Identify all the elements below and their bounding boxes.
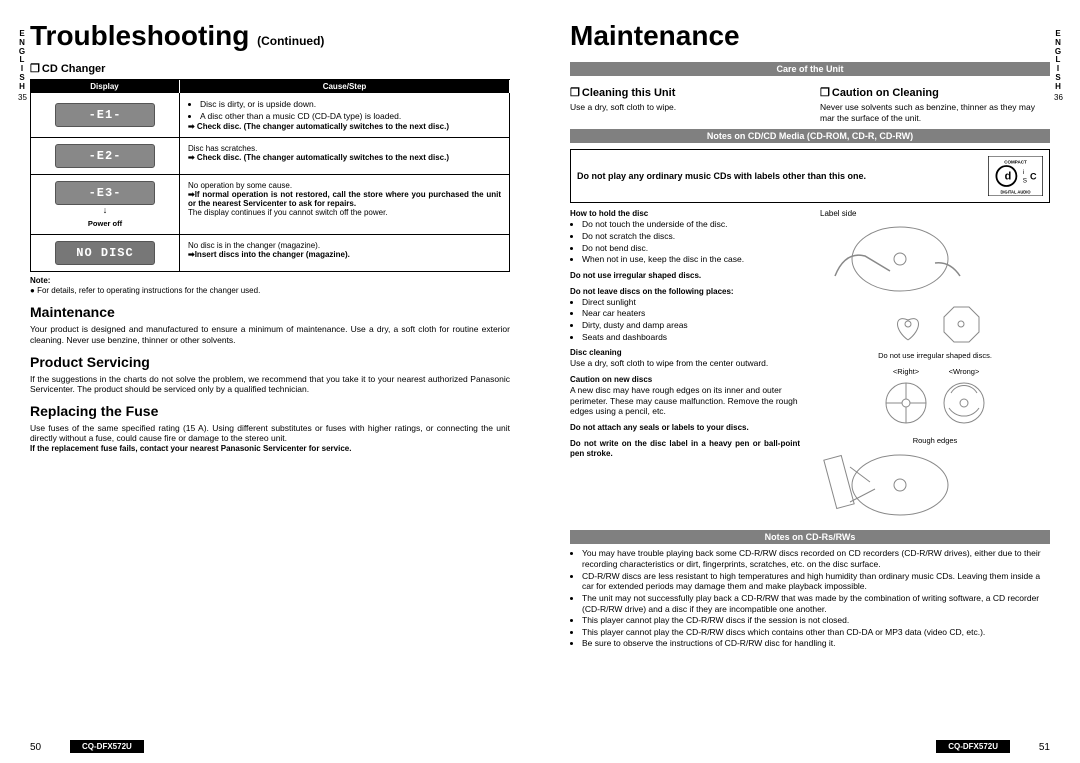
disc-clean-text: Use a dry, soft cloth to wipe from the c…: [570, 358, 800, 369]
side-label-right: ENGLISH 36: [1054, 30, 1062, 102]
illustration-column: Label side Do not use irregular shaped d…: [820, 209, 1050, 524]
irregular-heading: Do not use irregular shaped discs.: [570, 271, 800, 281]
fuse-heading: Replacing the Fuse: [30, 403, 510, 419]
banner-care: Care of the Unit: [570, 62, 1050, 76]
cleaning-heading: ❐Cleaning this Unit: [570, 86, 800, 99]
table-row-cause: Disc has scratches. ➡ Check disc. (The c…: [180, 138, 510, 175]
model-footer-left: CQ-DFX572U: [70, 740, 144, 753]
warning-box: Do not play any ordinary music CDs with …: [570, 149, 1050, 203]
banner-cdr: Notes on CD-Rs/RWs: [570, 530, 1050, 544]
side-pg-36: 36: [1054, 94, 1062, 103]
servicing-heading: Product Servicing: [30, 354, 510, 370]
svg-text:d: d: [1005, 171, 1012, 183]
table-row-disp: -E1-: [30, 93, 180, 138]
table-row-cause: No operation by some cause. ➡If normal o…: [180, 175, 510, 235]
cd-changer-heading: ❐CD Changer: [30, 62, 510, 75]
fuse-bold: If the replacement fuse fails, contact y…: [30, 444, 510, 454]
page-number-51: 51: [1039, 742, 1050, 753]
svg-text:S: S: [1023, 178, 1027, 185]
side-pg-35: 35: [18, 94, 26, 103]
title-maintenance: Maintenance: [570, 20, 1050, 52]
right-page: ENGLISH 36 Maintenance Care of the Unit …: [540, 0, 1080, 763]
display-e1: -E1-: [55, 103, 155, 127]
maintenance-heading: Maintenance: [30, 304, 510, 320]
banner-cd-notes: Notes on CD/CD Media (CD-ROM, CD-R, CD-R…: [570, 129, 1050, 143]
error-table: Display Cause/Step -E1- Disc is dirty, o…: [30, 79, 510, 272]
label-side-text: Label side: [820, 209, 1050, 219]
rough-edges-label: Rough edges: [820, 436, 1050, 445]
display-e3: -E3-: [55, 181, 155, 205]
note-text: ● For details, refer to operating instru…: [30, 286, 510, 296]
new-disc-text: A new disc may have rough edges on its i…: [570, 385, 800, 417]
servicing-text: If the suggestions in the charts do not …: [30, 374, 510, 395]
wipe-wrong-icon: [939, 378, 989, 428]
cleaning-text: Use a dry, soft cloth to wipe.: [570, 102, 800, 113]
heart-disc-icon: [886, 302, 931, 347]
caution-heading: ❐Caution on Cleaning: [820, 86, 1050, 99]
th-display: Display: [30, 80, 180, 93]
new-disc-heading: Caution on new discs: [570, 375, 800, 385]
svg-text:DIGITAL AUDIO: DIGITAL AUDIO: [1000, 190, 1030, 195]
cdr-notes-list: You may have trouble playing back some C…: [570, 548, 1050, 649]
svg-text:COMPACT: COMPACT: [1004, 160, 1027, 165]
rough-edges-illustration: [820, 447, 1050, 522]
wrong-label: <Wrong>: [939, 367, 989, 376]
lang-vert: ENGLISH: [18, 30, 26, 92]
note-heading: Note:: [30, 276, 510, 286]
table-row-disp: NO DISC: [30, 235, 180, 272]
wipe-right-icon: [881, 378, 931, 428]
left-page: ENGLISH 35 Troubleshooting (Continued) ❐…: [0, 0, 540, 763]
table-row-cause: Disc is dirty, or is upside down. A disc…: [180, 93, 510, 138]
seals-heading: Do not attach any seals or labels to you…: [570, 423, 800, 433]
octagon-disc-icon: [939, 302, 984, 347]
maintenance-text: Your product is designed and manufacture…: [30, 324, 510, 345]
irregular-caption: Do not use irregular shaped discs.: [820, 351, 1050, 360]
th-cause: Cause/Step: [180, 80, 510, 93]
write-heading: Do not write on the disc label in a heav…: [570, 439, 800, 459]
svg-text:C: C: [1030, 172, 1037, 182]
hold-disc-illustration: [820, 221, 1050, 296]
svg-text:i: i: [1023, 169, 1024, 176]
right-label: <Right>: [881, 367, 931, 376]
lang-vert: ENGLISH: [1054, 30, 1062, 92]
leave-heading: Do not leave discs on the following plac…: [570, 287, 800, 297]
compact-disc-logo: COMPACT d i S C DIGITAL AUDIO: [988, 156, 1043, 196]
disc-clean-heading: Disc cleaning: [570, 348, 800, 358]
table-row-disp: -E3- ↓ Power off: [30, 175, 180, 235]
page-number-50: 50: [30, 742, 41, 753]
table-row-disp: -E2-: [30, 138, 180, 175]
model-footer-right: CQ-DFX572U: [936, 740, 1010, 753]
display-e2: -E2-: [55, 144, 155, 168]
side-label-left: ENGLISH 35: [18, 30, 26, 102]
caution-text: Never use solvents such as benzine, thin…: [820, 102, 1050, 123]
table-row-cause: No disc is in the changer (magazine). ➡I…: [180, 235, 510, 272]
display-nodisc: NO DISC: [55, 241, 155, 265]
hold-heading: How to hold the disc: [570, 209, 800, 219]
title-troubleshooting: Troubleshooting (Continued): [30, 20, 510, 52]
fuse-text: Use fuses of the same specified rating (…: [30, 423, 510, 444]
